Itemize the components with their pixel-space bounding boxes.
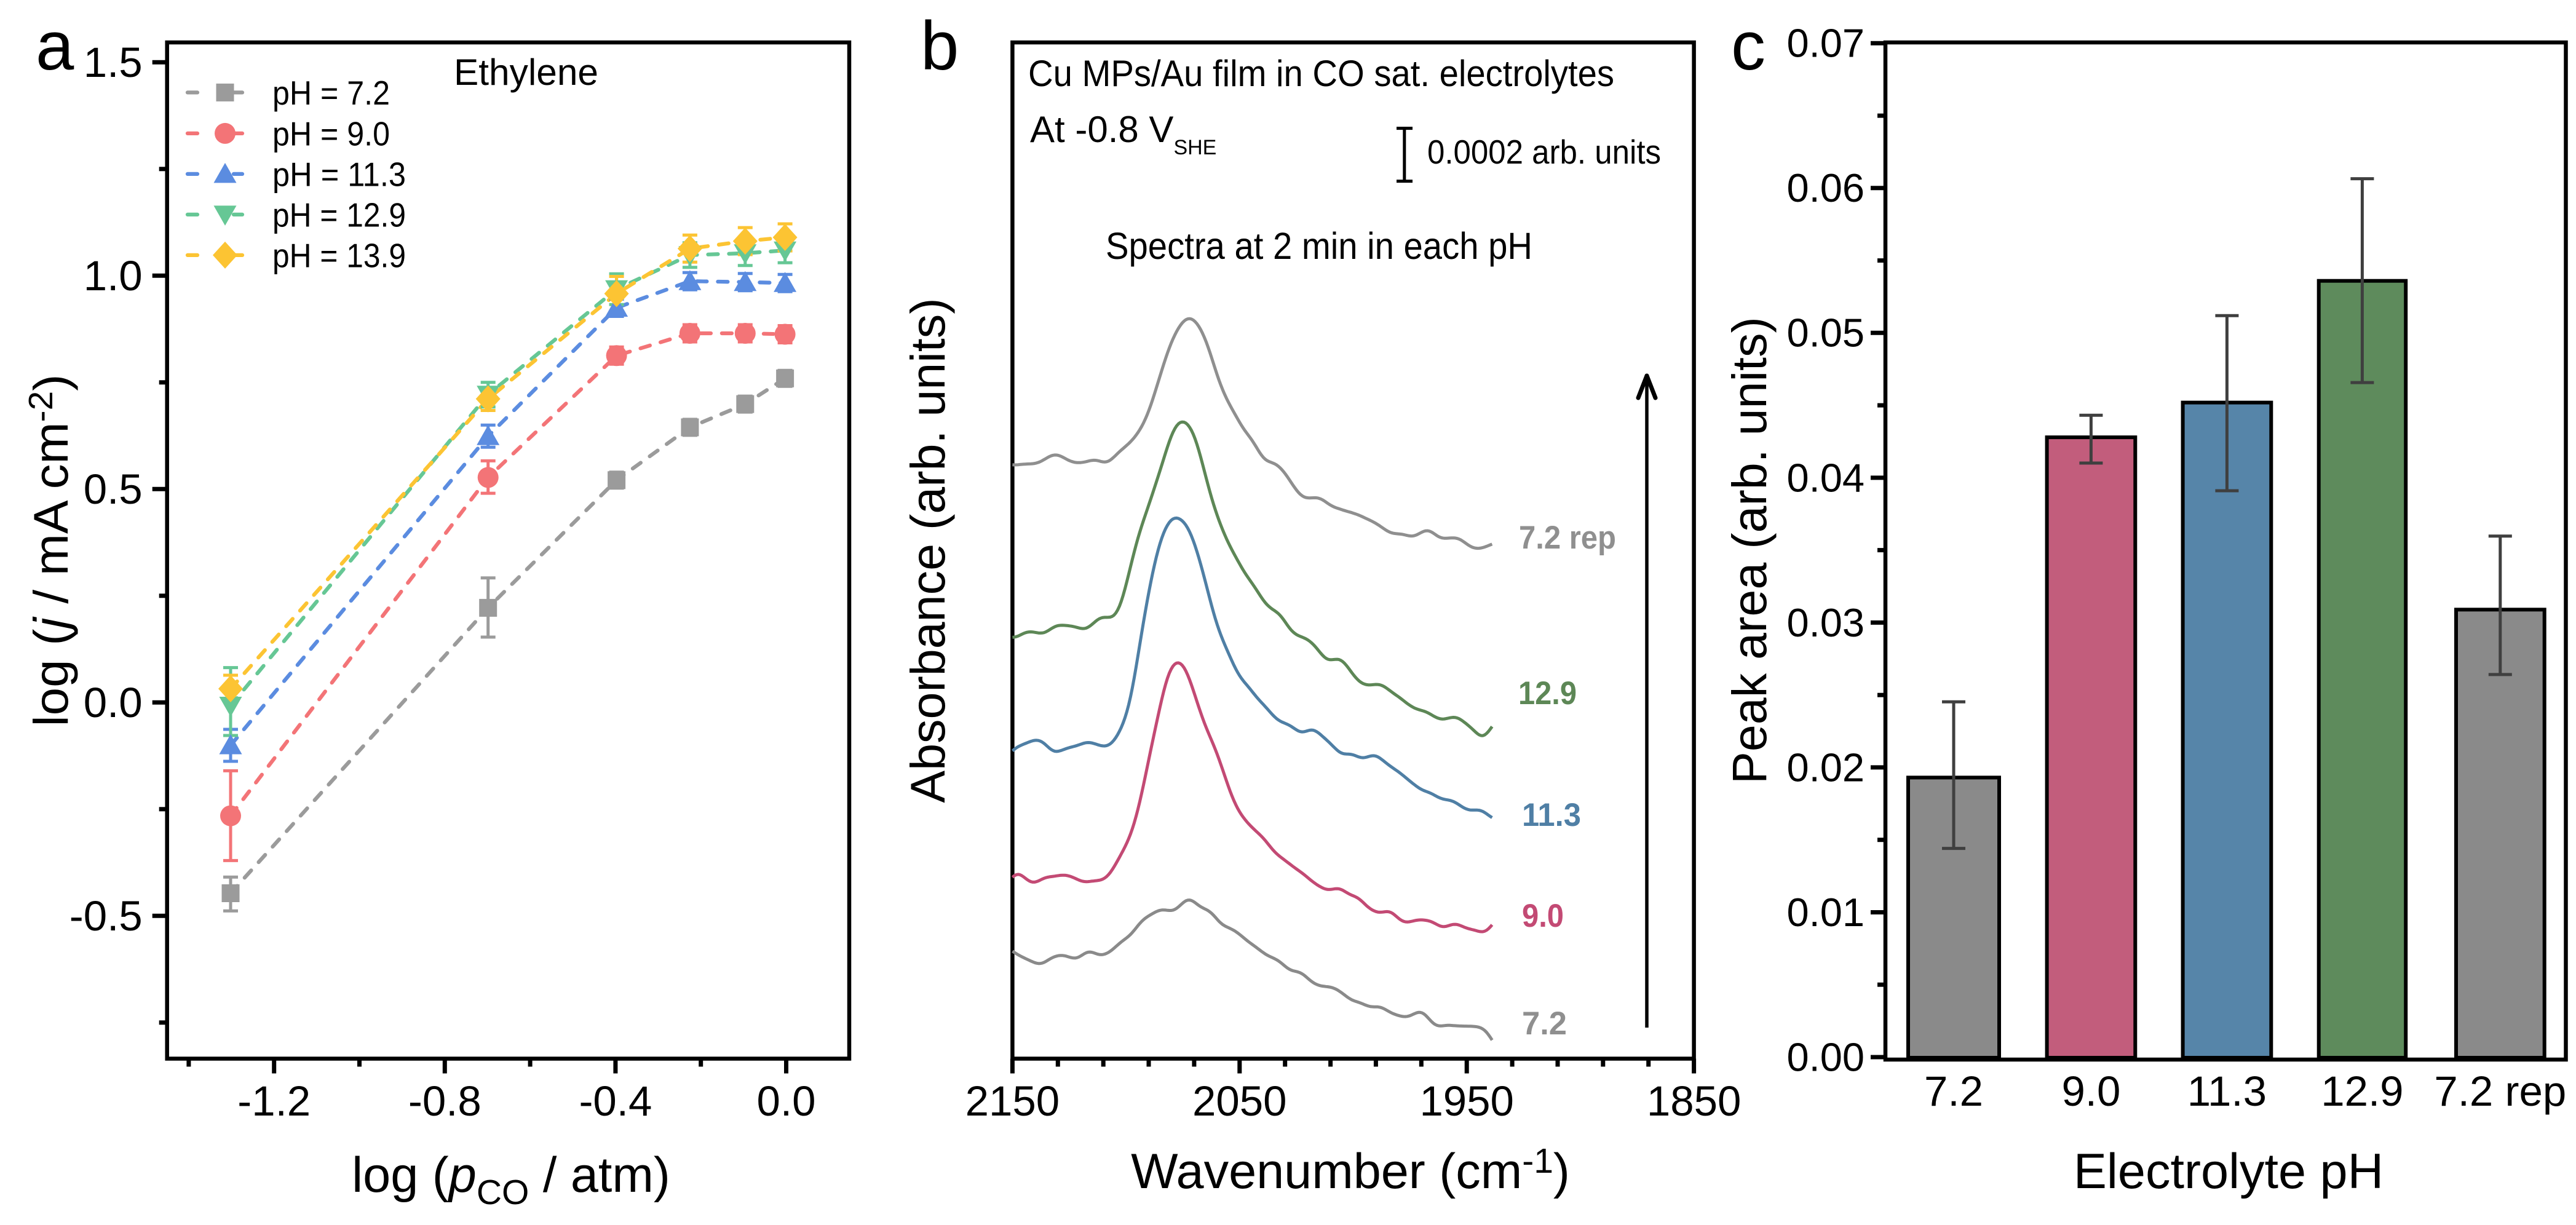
svg-text:7.2 rep: 7.2 rep: [2434, 1068, 2566, 1115]
svg-text:b: b: [921, 7, 959, 84]
svg-text:Electrolyte pH: Electrolyte pH: [2074, 1144, 2384, 1199]
svg-text:0.01: 0.01: [1786, 890, 1865, 935]
svg-text:7.2: 7.2: [1522, 1005, 1567, 1042]
svg-text:12.9: 12.9: [1518, 675, 1577, 712]
svg-text:0.06: 0.06: [1786, 165, 1865, 210]
svg-text:pH = 12.9: pH = 12.9: [272, 196, 406, 234]
svg-text:0.07: 0.07: [1786, 21, 1865, 66]
svg-text:11.3: 11.3: [2187, 1068, 2267, 1115]
svg-text:Wavenumber (cm-1): Wavenumber (cm-1): [1131, 1141, 1570, 1199]
svg-text:Absorbance (arb. units): Absorbance (arb. units): [900, 298, 955, 803]
svg-text:1.0: 1.0: [84, 252, 143, 299]
svg-text:-0.5: -0.5: [69, 892, 143, 940]
svg-text:a: a: [36, 7, 74, 84]
svg-text:7.2 rep: 7.2 rep: [1519, 520, 1616, 556]
svg-text:1.5: 1.5: [84, 39, 143, 86]
svg-text:9.0: 9.0: [2061, 1068, 2120, 1115]
svg-text:0.05: 0.05: [1786, 311, 1865, 355]
svg-text:pH = 9.0: pH = 9.0: [272, 114, 390, 153]
svg-text:0.0: 0.0: [84, 679, 143, 726]
svg-text:2150: 2150: [965, 1077, 1060, 1125]
svg-text:1950: 1950: [1419, 1077, 1514, 1125]
svg-text:log (j / mA cm-2): log (j / mA cm-2): [22, 375, 78, 727]
svg-text:Peak area (arb. units): Peak area (arb. units): [1722, 317, 1777, 784]
svg-text:-1.2: -1.2: [237, 1077, 311, 1125]
svg-text:log (pCO / atm): log (pCO / atm): [352, 1148, 670, 1212]
svg-text:9.0: 9.0: [1522, 898, 1564, 934]
svg-text:0.02: 0.02: [1786, 745, 1865, 790]
svg-text:0.00: 0.00: [1786, 1034, 1865, 1079]
svg-text:0.04: 0.04: [1786, 455, 1865, 500]
svg-text:Cu MPs/Au film in CO sat. elec: Cu MPs/Au film in CO sat. electrolytes: [1028, 53, 1614, 94]
svg-text:pH = 7.2: pH = 7.2: [272, 74, 390, 112]
svg-text:7.2: 7.2: [1924, 1068, 1983, 1115]
svg-text:11.3: 11.3: [1522, 797, 1581, 833]
svg-text:c: c: [1731, 7, 1766, 84]
svg-text:0.5: 0.5: [84, 466, 143, 513]
svg-text:-0.8: -0.8: [408, 1077, 482, 1125]
svg-text:0.03: 0.03: [1786, 600, 1865, 645]
svg-text:Spectra at 2 min in each pH: Spectra at 2 min in each pH: [1106, 225, 1532, 267]
svg-text:Ethylene: Ethylene: [454, 52, 598, 93]
svg-text:pH = 11.3: pH = 11.3: [272, 155, 406, 193]
svg-text:-0.4: -0.4: [579, 1077, 652, 1125]
svg-text:pH = 13.9: pH = 13.9: [272, 236, 406, 274]
svg-text:0.0: 0.0: [757, 1077, 816, 1125]
svg-text:12.9: 12.9: [2321, 1068, 2403, 1115]
svg-text:0.0002 arb. units: 0.0002 arb. units: [1427, 133, 1661, 171]
svg-text:1850: 1850: [1647, 1077, 1742, 1125]
svg-text:2050: 2050: [1192, 1077, 1287, 1125]
